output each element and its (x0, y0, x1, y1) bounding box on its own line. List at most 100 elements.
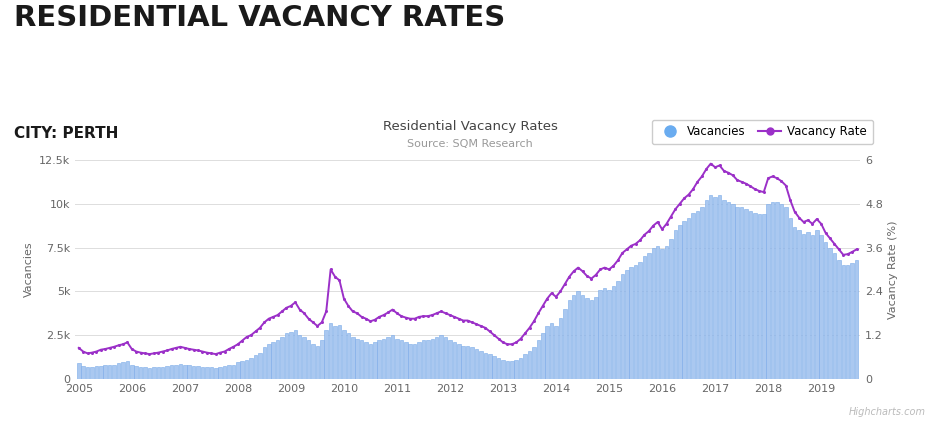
Bar (634, 265, 637, 379)
Bar (700, 207, 704, 379)
Bar (828, 248, 832, 379)
Bar (851, 263, 854, 379)
Bar (758, 214, 761, 379)
Bar (170, 365, 173, 379)
Bar (541, 333, 544, 379)
Bar (793, 226, 796, 379)
Bar (669, 239, 673, 379)
Bar (214, 368, 217, 379)
Bar (638, 261, 642, 379)
Bar (82, 366, 85, 379)
Bar (497, 358, 500, 379)
Bar (514, 360, 518, 379)
Bar (771, 202, 775, 379)
Bar (254, 355, 258, 379)
Bar (527, 351, 531, 379)
Bar (501, 360, 505, 379)
Bar (337, 325, 341, 379)
Bar (838, 260, 840, 379)
Bar (152, 368, 156, 379)
Bar (275, 340, 279, 379)
Bar (298, 335, 302, 379)
Bar (572, 295, 575, 379)
Bar (651, 248, 655, 379)
Bar (603, 288, 606, 379)
Bar (678, 225, 682, 379)
Bar (258, 353, 261, 379)
Bar (161, 367, 164, 379)
Bar (581, 295, 585, 379)
Bar (391, 335, 394, 379)
Bar (709, 195, 713, 379)
Bar (408, 344, 412, 379)
Bar (696, 211, 699, 379)
Bar (241, 361, 244, 379)
Bar (749, 211, 752, 379)
Bar (854, 260, 858, 379)
Bar (249, 358, 253, 379)
Bar (753, 213, 757, 379)
Bar (262, 347, 266, 379)
Bar (616, 281, 619, 379)
Bar (218, 367, 222, 379)
Bar (187, 365, 191, 379)
Bar (744, 209, 748, 379)
Bar (660, 249, 664, 379)
Bar (378, 340, 381, 379)
Bar (444, 337, 447, 379)
Bar (413, 344, 416, 379)
Bar (674, 230, 677, 379)
Bar (320, 340, 323, 379)
Bar (537, 340, 540, 379)
Bar (426, 340, 430, 379)
Bar (713, 197, 717, 379)
Bar (488, 354, 492, 379)
Bar (647, 253, 650, 379)
Bar (290, 332, 292, 379)
Y-axis label: Vacancy Rate (%): Vacancy Rate (%) (888, 220, 899, 319)
Bar (802, 234, 806, 379)
Bar (179, 364, 182, 379)
Bar (400, 340, 403, 379)
Bar (196, 366, 200, 379)
Bar (776, 202, 778, 379)
Bar (306, 340, 310, 379)
Bar (395, 338, 399, 379)
Bar (810, 235, 814, 379)
Bar (643, 256, 646, 379)
Bar (532, 347, 536, 379)
Bar (157, 367, 160, 379)
Bar (656, 246, 660, 379)
Bar (568, 300, 572, 379)
Bar (475, 349, 478, 379)
Bar (470, 347, 474, 379)
Bar (779, 204, 783, 379)
Bar (223, 366, 227, 379)
Bar (682, 221, 686, 379)
Bar (439, 335, 443, 379)
Bar (448, 340, 452, 379)
Bar (174, 365, 178, 379)
Bar (727, 202, 730, 379)
Bar (386, 337, 390, 379)
Bar (417, 342, 421, 379)
Bar (586, 298, 588, 379)
Bar (841, 265, 845, 379)
Bar (846, 265, 850, 379)
Bar (462, 346, 465, 379)
Bar (510, 361, 513, 379)
Bar (422, 340, 425, 379)
Bar (483, 353, 487, 379)
Bar (607, 290, 611, 379)
Bar (555, 326, 557, 379)
Bar (227, 365, 230, 379)
Bar (815, 230, 819, 379)
Bar (183, 365, 186, 379)
Bar (620, 274, 624, 379)
Bar (351, 337, 354, 379)
Bar (735, 207, 739, 379)
Bar (272, 342, 275, 379)
Text: CITY: PERTH: CITY: PERTH (14, 126, 118, 141)
Bar (807, 232, 809, 379)
Bar (355, 338, 359, 379)
